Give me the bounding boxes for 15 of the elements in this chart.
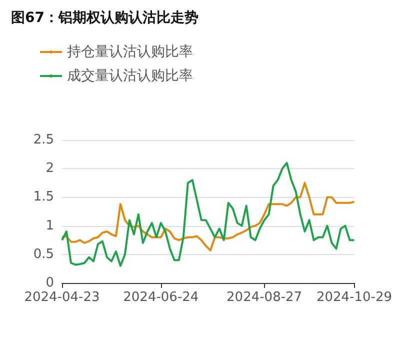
y-tick-label: 0.5: [33, 246, 54, 262]
line-series: [61, 182, 356, 252]
chart-title: 图67：铝期权认购认沽比走势: [11, 10, 198, 26]
y-tick-label: 2: [46, 161, 54, 176]
x-tick-label: 2024-06-24: [123, 290, 199, 305]
y-tick-label: 2.5: [33, 132, 54, 148]
line-series: [61, 162, 356, 267]
legend-label: 持仓量认沽认购比率: [67, 44, 193, 60]
x-tick-label: 2024-08-27: [226, 290, 302, 305]
y-tick-label: 1.5: [33, 190, 54, 205]
y-tick-label: 1: [46, 218, 54, 234]
x-tick-label: 2024-10-29: [316, 290, 392, 305]
legend-label: 成交量认沽认购比率: [67, 68, 193, 84]
x-tick-label: 2024-04-23: [24, 290, 100, 305]
y-tick-label: 0: [46, 276, 54, 290]
